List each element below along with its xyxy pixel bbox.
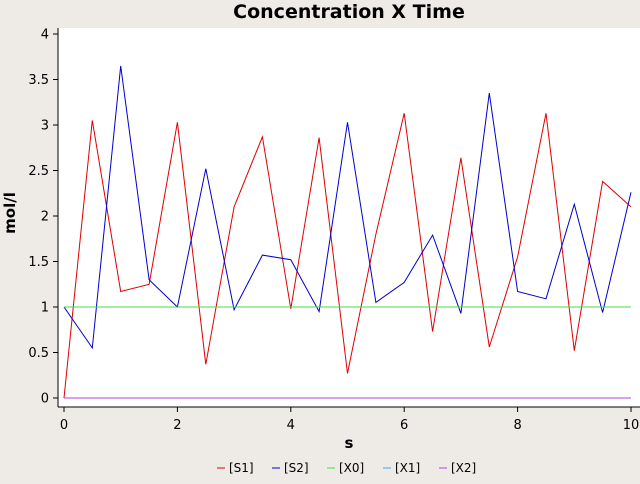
legend-item: [S1]: [217, 461, 254, 475]
y-tick-label: 2: [41, 210, 49, 225]
legend-item: [X0]: [327, 461, 364, 475]
y-tick-label: 1.5: [28, 255, 49, 270]
x-tick-label: 10: [623, 418, 640, 433]
legend-item: [S2]: [272, 461, 309, 475]
legend: [S1] [S2] [X0] [X1] [X2]: [217, 461, 476, 475]
legend-item: [X2]: [439, 461, 476, 475]
y-tick-label: 3: [41, 119, 49, 134]
x-tick-label: 8: [513, 418, 521, 433]
y-tick-label: 3.5: [28, 73, 49, 88]
y-axis-title: mol/l: [1, 192, 19, 234]
axes: 0 0.5 1 1.5 2 2.5 3 3.5 4 0 2 4 6 8 10: [28, 28, 640, 433]
legend-label: [X2]: [451, 461, 476, 475]
y-tick-label: 0: [41, 392, 49, 407]
legend-label: [X1]: [395, 461, 420, 475]
x-tick-label: 6: [400, 418, 408, 433]
series-line-s1: [63, 113, 632, 399]
plot-background: [58, 28, 640, 407]
legend-label: [S2]: [284, 461, 309, 475]
series-layer: [63, 65, 632, 399]
series-line-s2: [63, 65, 632, 350]
legend-label: [X0]: [339, 461, 364, 475]
x-tick-label: 4: [287, 418, 295, 433]
y-tick-label: 1: [41, 301, 49, 316]
y-tick-label: 4: [41, 28, 49, 43]
y-tick-label: 2.5: [28, 164, 49, 179]
legend-label: [S1]: [229, 461, 254, 475]
chart-title: Concentration X Time: [233, 1, 465, 23]
legend-item: [X1]: [383, 461, 420, 475]
x-axis-title: s: [345, 434, 354, 452]
x-tick-label: 2: [173, 418, 181, 433]
x-tick-label: 0: [60, 418, 68, 433]
y-tick-label: 0.5: [28, 346, 49, 361]
